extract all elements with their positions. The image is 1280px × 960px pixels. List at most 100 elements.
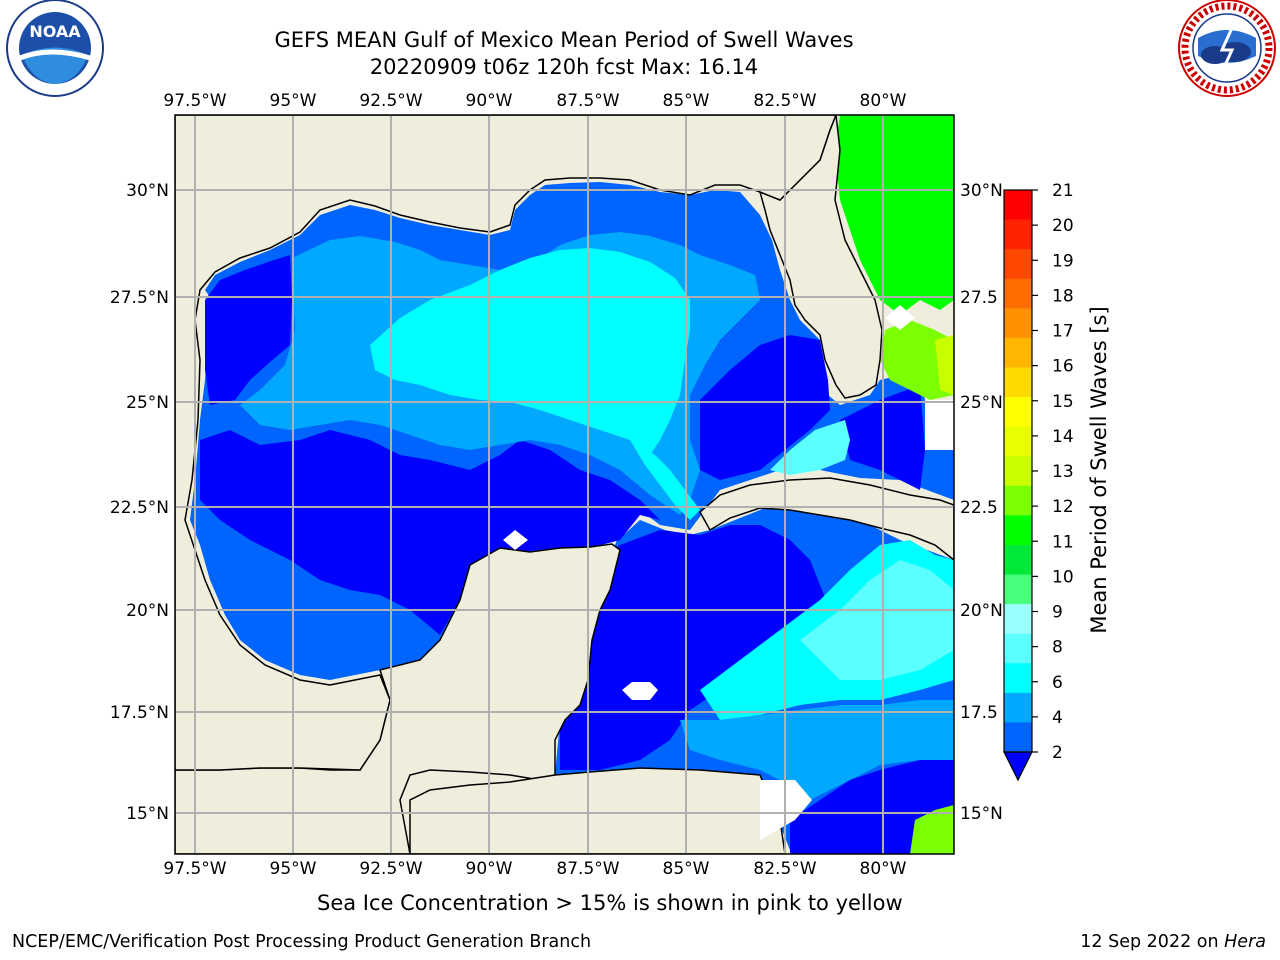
colorbar-tick-label: 10 (1052, 567, 1074, 587)
colorbar-tick-label: 9 (1052, 603, 1063, 623)
lat-tick-label-right: 15°N (960, 804, 1003, 824)
colorbar-segment (1004, 278, 1032, 309)
colorbar-tick-label: 20 (1052, 216, 1074, 236)
chart-subtitle: 20220909 t06z 120h fcst Max: 16.14 (369, 55, 759, 79)
cuba-north-water-cyan (770, 420, 850, 475)
colorbar-extend-arrow (1003, 751, 1033, 782)
lat-tick-label-left: 17.5°N (110, 703, 169, 723)
colorbar-segment (1004, 308, 1032, 339)
gulf-water-mid-b (370, 248, 690, 455)
lat-tick-label-right: 25°N (960, 393, 1003, 413)
colorbar-label: Mean Period of Swell Waves [s] (1087, 306, 1111, 633)
lon-tick-label-bottom: 90°W (466, 859, 513, 879)
atlantic-water-lime (935, 335, 954, 395)
lat-tick-label-left: 20°N (126, 601, 169, 621)
colorbar-tick-label: 8 (1052, 638, 1063, 658)
colorbar-segment (1004, 190, 1032, 221)
colorbar-tick-label: 16 (1052, 357, 1074, 377)
no-data-patch (622, 682, 658, 700)
lon-tick-label-top: 90°W (466, 91, 513, 111)
colorbar-tick-label: 6 (1052, 673, 1063, 693)
lat-tick-label-left: 22.5°N (110, 498, 169, 518)
footer-credit: NCEP/EMC/Verification Post Processing Pr… (12, 932, 592, 952)
central-america-land (409, 767, 786, 854)
colorbar-segment (1004, 663, 1032, 694)
gulf-water-low-center (200, 430, 660, 635)
lon-tick-label-bottom: 85°W (663, 859, 710, 879)
colorbar-tick-label: 19 (1052, 251, 1074, 271)
colorbar-tick-label: 21 (1052, 181, 1074, 201)
lon-tick-label-bottom: 80°W (860, 859, 907, 879)
lon-tick-label-top: 92.5°W (359, 91, 422, 111)
lat-tick-label-right: 30°N (960, 181, 1003, 201)
no-data-patch (885, 305, 915, 330)
gulf-water-low-east (700, 335, 830, 480)
lon-tick-label-bottom: 82.5°W (753, 859, 816, 879)
caribbean-corner-green (910, 805, 954, 854)
colorbar-tick-label: 15 (1052, 392, 1074, 412)
nws-logo (1178, 0, 1276, 97)
footer-date-text: 12 Sep 2022 on (1080, 932, 1225, 952)
lon-tick-label-top: 85°W (663, 91, 710, 111)
graticule (175, 115, 954, 854)
footer-host: Hera (1224, 932, 1266, 952)
colorbar-segment (1004, 249, 1032, 280)
colorbar-segment (1004, 485, 1032, 516)
lat-ticks-right: 30°N 27.5 25°N 22.5 20°N 17.5 15°N (960, 181, 1003, 824)
lon-ticks-bottom: 97.5°W 95°W 92.5°W 90°W 87.5°W 85°W 82.5°W 80°W (163, 859, 906, 879)
us-gulf-coast-land (175, 115, 837, 771)
lon-tick-label-bottom: 92.5°W (359, 859, 422, 879)
colorbar-segment (1004, 633, 1032, 664)
colorbar-segment (1004, 692, 1032, 723)
lat-ticks-left: 30°N 27.5°N 25°N 22.5°N 20°N 17.5°N 15°N (110, 181, 169, 824)
no-data-patch (925, 400, 954, 450)
lon-tick-label-bottom: 87.5°W (556, 859, 619, 879)
caribbean-water-low-south (790, 760, 954, 854)
lat-tick-label-left: 27.5°N (110, 288, 169, 308)
lon-tick-label-top: 80°W (860, 91, 907, 111)
noaa-logo-text: NOAA (29, 22, 81, 41)
caribbean-water-low (560, 525, 830, 770)
gulf-water-low-west (205, 255, 292, 405)
colorbar-segment (1004, 604, 1032, 635)
lon-tick-label-bottom: 97.5°W (163, 859, 226, 879)
map-border (174, 114, 955, 855)
colorbar-tick-label: 13 (1052, 462, 1074, 482)
atlantic-water-green (835, 115, 954, 315)
caribbean-water-mid-2 (680, 700, 954, 810)
noaa-logo: NOAA (6, 0, 104, 97)
lat-tick-label-left: 30°N (126, 181, 169, 201)
no-data-patch (503, 530, 528, 550)
colorbar-tick-label: 17 (1052, 322, 1074, 342)
colorbar-tick-label: 12 (1052, 497, 1074, 517)
lat-tick-label-left: 15°N (126, 804, 169, 824)
chart-title: GEFS MEAN Gulf of Mexico Mean Period of … (274, 28, 854, 52)
lat-tick-label-right: 22.5 (960, 498, 998, 518)
map-plot-area (175, 115, 954, 854)
colorbar-segment (1004, 456, 1032, 487)
lon-tick-label-top: 97.5°W (163, 91, 226, 111)
lon-tick-label-top: 95°W (270, 91, 317, 111)
footer-date: 12 Sep 2022 on Hera (1080, 932, 1266, 952)
lat-tick-label-right: 17.5 (960, 703, 998, 723)
colorbar-segment (1004, 544, 1032, 576)
colorbar-segment (1004, 397, 1032, 428)
colorbar-segment (1004, 367, 1032, 398)
colorbar-segment (1004, 426, 1032, 457)
colorbar-tick-label: 14 (1052, 427, 1074, 447)
colorbar-segment (1004, 722, 1032, 753)
lon-tick-label-top: 82.5°W (753, 91, 816, 111)
lon-tick-label-bottom: 95°W (270, 859, 317, 879)
colorbar-tick-label: 18 (1052, 286, 1074, 306)
lat-tick-label-left: 25°N (126, 393, 169, 413)
colorbar: 21 20 19 18 17 16 15 14 13 12 11 10 9 8 6 4 2 (1003, 181, 1074, 782)
lon-tick-label-top: 87.5°W (556, 91, 619, 111)
cuba-land (699, 477, 954, 561)
lon-ticks-top: 97.5°W 95°W 92.5°W 90°W 87.5°W 85°W 82.5°W 80°W (163, 91, 906, 111)
colorbar-segment (1004, 515, 1032, 546)
colorbar-tick-label: 11 (1052, 532, 1074, 552)
colorbar-tick-label: 2 (1052, 743, 1063, 763)
sea-ice-caption: Sea Ice Concentration > 15% is shown in … (317, 891, 903, 915)
colorbar-segment (1004, 219, 1032, 250)
